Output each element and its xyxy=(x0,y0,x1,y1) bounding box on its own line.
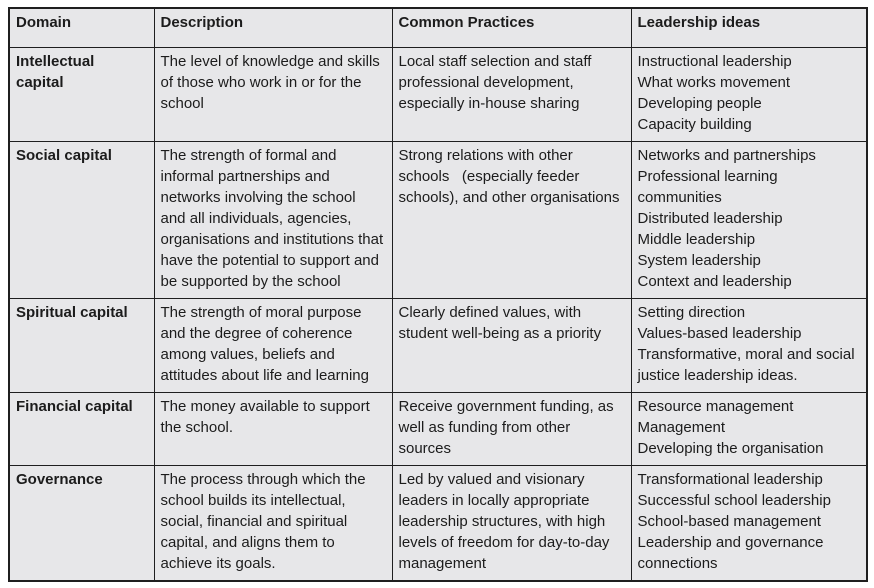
table-row-spiritual-capital: Spiritual capital The strength of moral … xyxy=(8,297,868,393)
cell-common-practices: Led by valued and visionary leaders in l… xyxy=(391,464,632,581)
cell-domain: Spiritual capital xyxy=(8,297,155,393)
table-row-governance: Governance The process through which the… xyxy=(8,464,868,581)
cell-common-practices: Receive government funding, as well as f… xyxy=(391,391,632,466)
column-header-leadership-ideas: Leadership ideas xyxy=(630,7,868,48)
cell-description: The strength of moral purpose and the de… xyxy=(153,297,393,393)
cell-common-practices: Local staff selection and staff professi… xyxy=(391,46,632,142)
table-row-intellectual-capital: Intellectual capital The level of knowle… xyxy=(8,46,868,142)
column-header-domain: Domain xyxy=(8,7,155,48)
cell-common-practices: Clearly defined values, with student wel… xyxy=(391,297,632,393)
cell-domain: Social capital xyxy=(8,140,155,299)
cell-leadership-ideas: Networks and partnerships Professional l… xyxy=(630,140,868,299)
cell-leadership-ideas: Resource management Management Developin… xyxy=(630,391,868,466)
cell-leadership-ideas: Instructional leadership What works move… xyxy=(630,46,868,142)
cell-domain: Governance xyxy=(8,464,155,581)
table-header-row: Domain Description Common Practices Lead… xyxy=(8,7,868,48)
cell-description: The level of knowledge and skills of tho… xyxy=(153,46,393,142)
school-capitals-table: Domain Description Common Practices Lead… xyxy=(8,7,868,582)
column-header-description: Description xyxy=(153,7,393,48)
table-row-social-capital: Social capital The strength of formal an… xyxy=(8,140,868,299)
table-row-financial-capital: Financial capital The money available to… xyxy=(8,391,868,466)
cell-leadership-ideas: Transformational leadership Successful s… xyxy=(630,464,868,581)
cell-common-practices: Strong relations with other schools (esp… xyxy=(391,140,632,299)
cell-description: The process through which the school bui… xyxy=(153,464,393,581)
cell-domain: Intellectual capital xyxy=(8,46,155,142)
cell-description: The strength of formal and informal part… xyxy=(153,140,393,299)
cell-leadership-ideas: Setting direction Values-based leadershi… xyxy=(630,297,868,393)
cell-domain: Financial capital xyxy=(8,391,155,466)
column-header-common-practices: Common Practices xyxy=(391,7,632,48)
cell-description: The money available to support the schoo… xyxy=(153,391,393,466)
